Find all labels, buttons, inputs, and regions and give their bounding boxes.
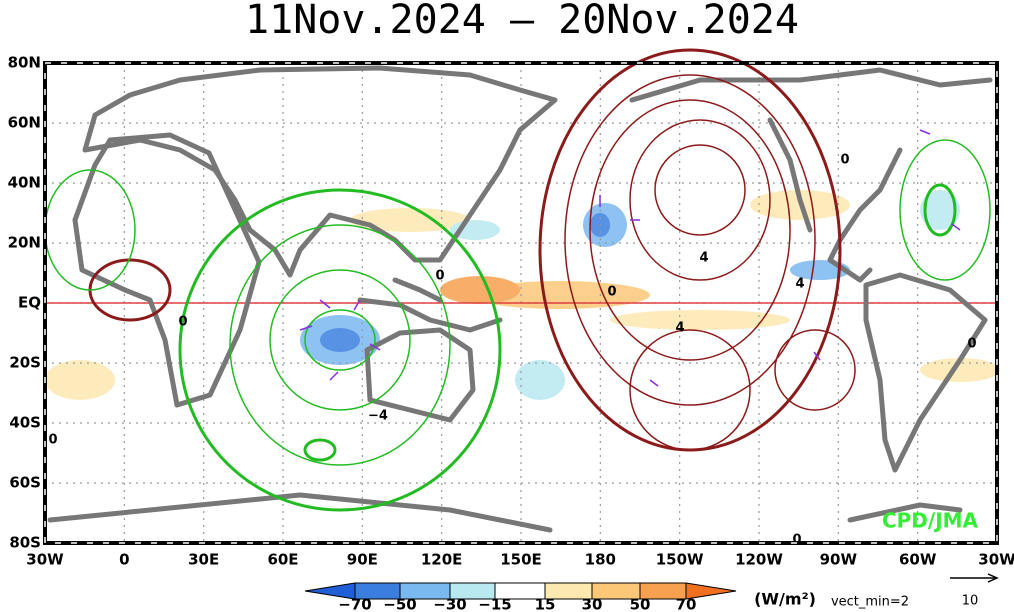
colorbar-labels: −70 −50 −30 −15 15 30 50 70 <box>338 596 696 612</box>
coastlines <box>47 65 993 533</box>
contour-label: 0 <box>48 433 57 448</box>
vector-scale-arrowhead <box>987 573 999 583</box>
lat-label: 80N <box>8 54 41 72</box>
lon-label: 30W <box>978 551 1014 569</box>
colorbar-label: 15 <box>535 596 556 612</box>
contour-label: 0 <box>178 315 187 330</box>
lon-label: 60W <box>899 551 937 569</box>
map: 0 0 0 4 4 4 −4 0 0 0 0 CPD/JMA <box>43 48 1000 548</box>
vector-scale-label: 10 <box>962 594 979 609</box>
lon-label: 90E <box>347 551 378 569</box>
lon-label: 30W <box>26 551 64 569</box>
lon-label: 180 <box>585 551 616 569</box>
lon-label: 120W <box>735 551 783 569</box>
vector-note: vect_min=2 <box>831 595 909 610</box>
colorbar-label: 70 <box>676 596 697 612</box>
colorbar-label: −30 <box>433 596 466 612</box>
lat-label: 60N <box>8 114 41 132</box>
contour-label: 4 <box>675 321 684 336</box>
contour-label: 0 <box>435 269 444 284</box>
contour-label: 4 <box>795 277 804 292</box>
contour-label: 0 <box>967 337 976 352</box>
lat-label: 20N <box>8 234 41 252</box>
colorbar-label: −15 <box>478 596 511 612</box>
lat-label: 80S <box>9 534 41 552</box>
lon-label: 90W <box>820 551 858 569</box>
velocity-potential-contours <box>44 48 991 512</box>
lon-label: 150W <box>656 551 704 569</box>
contour-label: −4 <box>368 409 388 424</box>
contour-label: 0 <box>840 153 849 168</box>
colorbar-label: 30 <box>582 596 603 612</box>
olr-shading <box>45 190 1000 400</box>
contour-label: 4 <box>699 251 708 266</box>
colorbar-label: −70 <box>338 596 371 612</box>
colorbar <box>304 582 737 600</box>
lat-label: 60S <box>9 474 41 492</box>
contour-label: 0 <box>792 533 801 548</box>
wind-vectors <box>299 129 961 387</box>
lat-label: 40N <box>8 174 41 192</box>
colorbar-units: (W/m²) <box>754 590 816 609</box>
lon-label: 150E <box>500 551 542 569</box>
lat-label: EQ <box>18 294 41 312</box>
colorbar-label: 50 <box>630 596 651 612</box>
lon-label: 60E <box>267 551 298 569</box>
contour-label: 0 <box>607 285 616 300</box>
map-frame-ticks <box>44 62 998 544</box>
lon-label: 120E <box>421 551 463 569</box>
colorbar-label: −50 <box>383 596 416 612</box>
lon-label: 0 <box>119 551 129 569</box>
title: 11Nov.2024 – 20Nov.2024 <box>245 0 799 43</box>
lat-label: 20S <box>9 354 41 372</box>
lon-label: 30E <box>188 551 219 569</box>
lat-label: 40S <box>9 414 41 432</box>
credit: CPD/JMA <box>882 509 979 533</box>
